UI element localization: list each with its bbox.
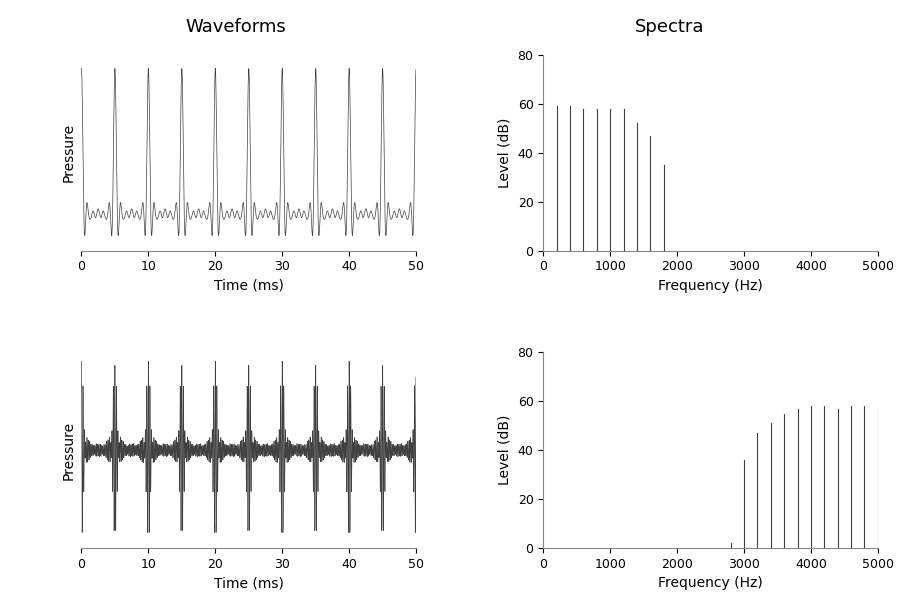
Text: Waveforms: Waveforms: [185, 18, 286, 37]
X-axis label: Time (ms): Time (ms): [214, 279, 283, 293]
X-axis label: Frequency (Hz): Frequency (Hz): [658, 576, 763, 590]
X-axis label: Time (ms): Time (ms): [214, 576, 283, 590]
Y-axis label: Pressure: Pressure: [62, 421, 76, 480]
Y-axis label: Level (dB): Level (dB): [498, 118, 512, 188]
Y-axis label: Level (dB): Level (dB): [498, 415, 512, 485]
Text: Spectra: Spectra: [635, 18, 704, 37]
Y-axis label: Pressure: Pressure: [62, 123, 76, 182]
X-axis label: Frequency (Hz): Frequency (Hz): [658, 279, 763, 293]
